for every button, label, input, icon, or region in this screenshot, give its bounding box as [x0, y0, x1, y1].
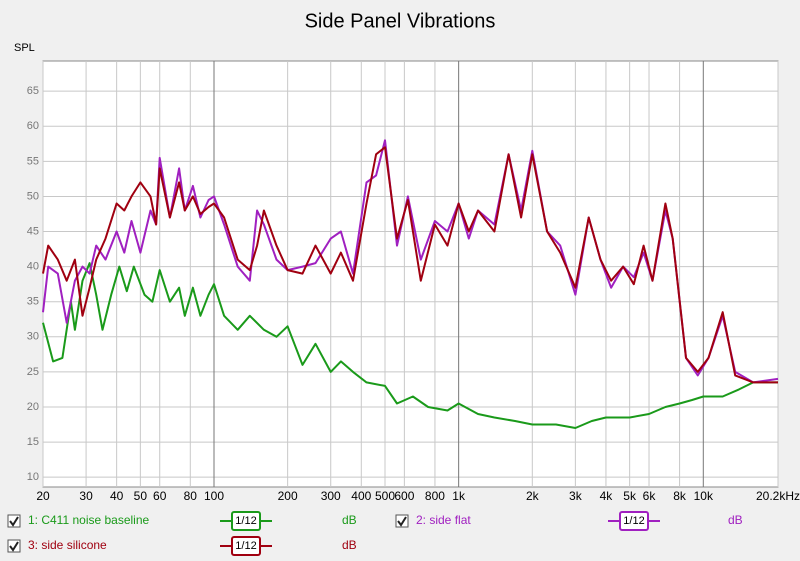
legend-label: 2: side flat — [416, 513, 471, 527]
chart-title: Side Panel Vibrations — [305, 10, 496, 32]
legend-checkbox[interactable] — [7, 514, 21, 528]
smoothing-box — [619, 511, 649, 531]
legend-label: 3: side silicone — [28, 538, 107, 552]
y-axis-label: SPL — [14, 42, 35, 54]
y-tick-label: 45 — [27, 225, 39, 237]
series-line — [42, 262, 778, 429]
smoothing-label: 1/12 — [235, 515, 256, 527]
y-tick-label: 10 — [27, 471, 39, 483]
x-tick-label: 20.2kHz — [756, 489, 800, 503]
legend-label: 1: C411 noise baseline — [28, 513, 150, 527]
x-tick-label: 1k — [452, 489, 466, 503]
x-tick-label: 4k — [600, 489, 614, 503]
plot-area — [42, 60, 779, 488]
x-tick-label: 5k — [623, 489, 637, 503]
x-tick-label: 50 — [134, 489, 148, 503]
x-tick-label: 3k — [569, 489, 583, 503]
series-line — [42, 146, 778, 384]
x-tick-label: 60 — [153, 489, 167, 503]
legend-unit: dB — [342, 513, 357, 527]
checkbox-check — [9, 516, 19, 527]
y-tick-label: 25 — [27, 366, 39, 378]
x-tick-label: 100 — [204, 489, 224, 503]
y-tick-label: 50 — [27, 190, 39, 202]
x-tick-label: 20 — [36, 489, 50, 503]
legend-unit: dB — [342, 538, 357, 552]
y-tick-label: 15 — [27, 436, 39, 448]
x-tick-label: 500 — [375, 489, 395, 503]
y-tick-label: 65 — [27, 85, 39, 97]
x-tick-label: 300 — [321, 489, 341, 503]
legend-unit: dB — [728, 513, 743, 527]
x-tick-label: 40 — [110, 489, 124, 503]
x-tick-label: 2k — [526, 489, 540, 503]
x-tick-label: 800 — [425, 489, 445, 503]
x-tick-label: 400 — [351, 489, 371, 503]
legend-checkbox[interactable] — [7, 539, 21, 553]
y-tick-label: 60 — [27, 120, 39, 132]
smoothing-label: 1/12 — [235, 540, 256, 552]
y-tick-label: 55 — [27, 155, 39, 167]
x-tick-label: 30 — [79, 489, 93, 503]
series-line — [42, 139, 779, 384]
x-tick-label: 600 — [394, 489, 414, 503]
y-tick-label: 20 — [27, 401, 39, 413]
legend-checkbox[interactable] — [395, 514, 409, 528]
smoothing-label: 1/12 — [623, 515, 644, 527]
x-tick-label: 200 — [278, 489, 298, 503]
x-tick-label: 8k — [673, 489, 687, 503]
smoothing-box — [231, 511, 261, 531]
y-tick-label: 40 — [27, 261, 39, 273]
x-tick-label: 6k — [643, 489, 657, 503]
x-tick-label: 10k — [694, 489, 714, 503]
x-tick-label: 80 — [184, 489, 198, 503]
y-tick-label: 30 — [27, 331, 39, 343]
checkbox-check — [397, 516, 407, 527]
smoothing-box — [231, 536, 261, 556]
checkbox-check — [9, 541, 19, 552]
y-tick-label: 35 — [27, 296, 39, 308]
